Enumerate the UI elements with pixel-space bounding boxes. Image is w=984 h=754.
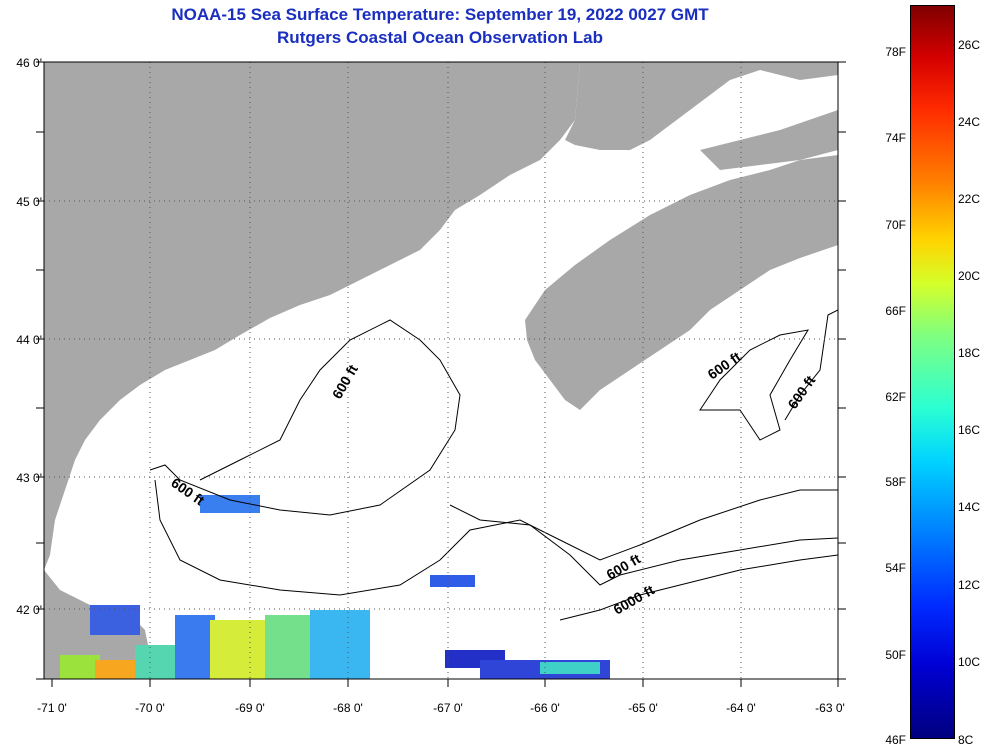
colorbar-c-label: 8C	[958, 733, 974, 747]
colorbar-c-label: 22C	[958, 192, 981, 206]
lat-label: 42 0'	[16, 603, 42, 617]
colorbar-f-label: 58F	[885, 475, 906, 489]
colorbar-c-label: 10C	[958, 655, 981, 669]
colorbar-f-label: 54F	[885, 561, 906, 575]
lat-label: 46 0'	[16, 56, 42, 70]
lat-label: 44 0'	[16, 333, 42, 347]
lon-label: -65 0'	[628, 701, 658, 715]
sst-data-patches	[60, 495, 610, 679]
land-cape-breton	[700, 110, 838, 170]
title-line-1: NOAA-15 Sea Surface Temperature: Septemb…	[171, 5, 709, 24]
colorbar-f-label: 50F	[885, 648, 906, 662]
land-new-brunswick	[565, 62, 838, 150]
axis-ticks	[36, 61, 846, 687]
lon-label: -67 0'	[433, 701, 463, 715]
colorbar-f-label: 46F	[885, 733, 906, 747]
colorbar-f-label: 62F	[885, 390, 906, 404]
colorbar-c-label: 14C	[958, 500, 981, 514]
land-nova-scotia	[525, 155, 838, 410]
colorbar-c-label: 12C	[958, 578, 981, 592]
lon-label: -66 0'	[530, 701, 560, 715]
colorbar-c-label: 24C	[958, 115, 981, 129]
lon-label: -68 0'	[333, 701, 363, 715]
land-mainland	[44, 62, 580, 570]
lat-label: 43 0'	[16, 471, 42, 485]
lon-label: -70 0'	[135, 701, 165, 715]
lon-label: -69 0'	[235, 701, 265, 715]
colorbar-f-label: 70F	[885, 218, 906, 232]
colorbar-c-label: 20C	[958, 269, 981, 283]
lon-label: -63 0'	[815, 701, 845, 715]
map-frame	[43, 61, 839, 680]
isobath-lines	[149, 309, 838, 621]
temperature-colorbar	[910, 5, 955, 739]
colorbar-f-label: 66F	[885, 304, 906, 318]
colorbar-c-label: 18C	[958, 346, 981, 360]
colorbar-c-label: 26C	[958, 38, 981, 52]
colorbar-c-label: 16C	[958, 423, 981, 437]
title-line-2: Rutgers Coastal Ocean Observation Lab	[277, 28, 603, 47]
colorbar-f-label: 74F	[885, 131, 906, 145]
lat-label: 45 0'	[16, 195, 42, 209]
lon-label: -64 0'	[726, 701, 756, 715]
lon-label: -71 0'	[37, 701, 67, 715]
colorbar-f-label: 78F	[885, 45, 906, 59]
